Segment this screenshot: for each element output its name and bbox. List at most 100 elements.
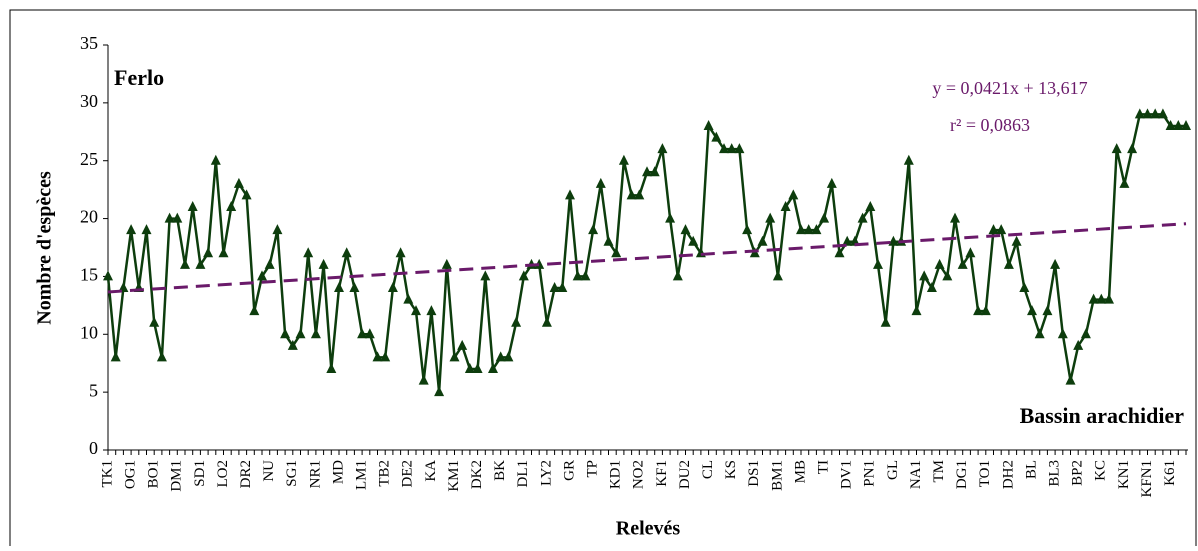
data-marker: [903, 154, 914, 165]
x-tick-label: DR2: [238, 460, 254, 488]
data-marker: [996, 224, 1007, 235]
data-marker: [480, 270, 491, 281]
data-marker: [457, 339, 468, 350]
data-marker: [1111, 143, 1122, 154]
data-marker: [164, 212, 175, 223]
data-marker: [226, 201, 237, 211]
data-marker: [873, 258, 883, 269]
x-tick-label: PN1: [862, 460, 878, 487]
data-marker: [488, 363, 498, 373]
data-marker: [241, 189, 252, 200]
data-marker: [303, 247, 314, 258]
x-tick-label: DH2: [1000, 460, 1016, 489]
x-tick-label: DL1: [515, 460, 531, 488]
data-marker: [726, 143, 737, 154]
x-tick-label: KFN1: [1139, 460, 1155, 498]
x-tick-label: DG1: [954, 460, 970, 489]
data-marker: [357, 328, 368, 339]
x-tick-label: GL: [885, 460, 901, 480]
data-marker: [295, 328, 306, 339]
data-marker: [888, 235, 899, 246]
x-tick-label: BM1: [769, 460, 785, 491]
data-marker: [1119, 177, 1130, 188]
data-marker: [980, 305, 991, 316]
data-marker: [172, 212, 183, 223]
x-tick-label: NU: [261, 460, 277, 482]
data-marker: [1104, 293, 1114, 304]
data-marker: [218, 247, 229, 258]
data-marker: [565, 189, 575, 200]
x-tick-label: MD: [330, 460, 346, 484]
x-tick-label: CL: [700, 460, 716, 479]
data-marker: [257, 270, 267, 281]
data-marker: [796, 224, 806, 235]
data-marker: [880, 316, 891, 327]
data-marker: [965, 247, 976, 258]
data-marker: [503, 351, 514, 362]
data-marker: [541, 316, 552, 327]
frame: [9, 9, 1197, 551]
data-marker: [103, 270, 113, 281]
y-axis-label: Nombre d'espèces: [34, 171, 56, 325]
x-axis-label: Relevés: [616, 518, 681, 540]
data-marker: [180, 258, 190, 269]
data-marker: [580, 270, 591, 281]
x-tick-label: DM1: [169, 460, 185, 492]
data-marker: [187, 201, 198, 211]
x-tick-label: NA1: [908, 460, 924, 489]
data-marker: [911, 305, 922, 316]
data-marker: [957, 258, 968, 269]
y-tick-label: 30: [80, 91, 98, 111]
x-tick-label: KS: [723, 460, 739, 479]
trendline: [107, 222, 1187, 294]
annotation: Ferlo: [114, 65, 164, 90]
x-tick-label: NR1: [307, 460, 323, 488]
data-marker: [611, 247, 622, 258]
data-marker: [372, 351, 383, 362]
x-tick-label: DV1: [839, 460, 855, 489]
x-tick-label: TI: [816, 460, 832, 474]
y-tick-label: 20: [80, 207, 98, 227]
x-tick-label: NO2: [631, 460, 647, 489]
data-marker: [765, 212, 776, 223]
data-marker: [1096, 293, 1107, 304]
x-tick-label: K61: [1162, 460, 1178, 486]
data-marker: [711, 131, 722, 142]
y-tick-label: 15: [80, 265, 98, 285]
data-marker: [618, 154, 629, 165]
data-marker: [642, 166, 652, 177]
data-marker: [411, 305, 421, 316]
data-marker: [1181, 120, 1191, 130]
data-marker: [973, 305, 984, 316]
data-marker: [395, 247, 406, 258]
x-tick-label: BO1: [146, 460, 162, 488]
data-marker: [549, 282, 560, 292]
data-marker: [141, 224, 152, 235]
y-tick-label: 25: [80, 149, 98, 169]
data-marker: [210, 154, 221, 165]
x-tick-label: MB: [792, 460, 808, 483]
data-marker: [418, 374, 429, 385]
data-marker: [1057, 328, 1068, 339]
data-marker: [826, 177, 837, 188]
data-marker: [819, 212, 830, 223]
data-marker: [441, 258, 452, 269]
data-marker: [688, 235, 699, 246]
x-tick-label: KM1: [446, 460, 462, 492]
data-marker: [926, 282, 937, 292]
data-marker: [233, 177, 244, 188]
data-marker: [518, 270, 529, 281]
data-marker: [264, 258, 275, 269]
data-marker: [1080, 328, 1091, 339]
data-marker: [1073, 339, 1084, 350]
data-marker: [757, 235, 768, 246]
data-marker: [942, 270, 953, 281]
x-tick-label: BL: [1023, 460, 1039, 479]
data-marker: [380, 351, 391, 362]
data-marker: [588, 224, 599, 235]
data-marker: [464, 363, 475, 373]
data-marker: [272, 224, 283, 235]
x-tick-label: LO2: [215, 460, 231, 488]
data-marker: [1165, 120, 1176, 130]
